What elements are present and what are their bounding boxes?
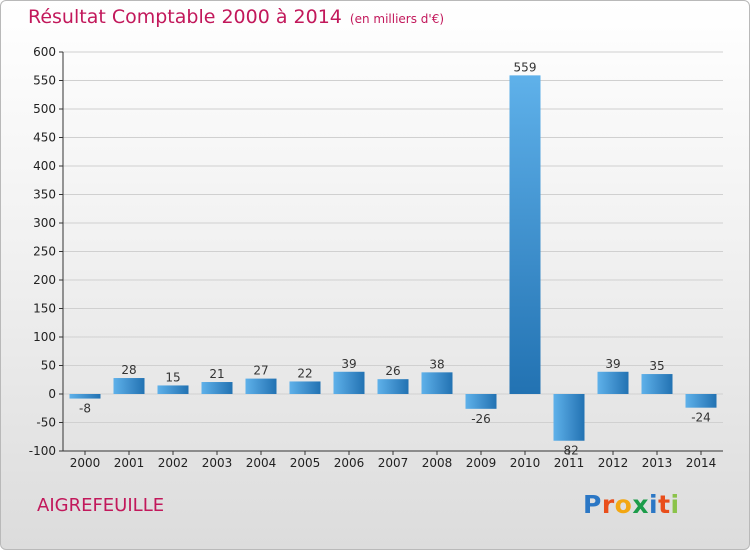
y-tick-label: 500 [33, 102, 56, 116]
chart-title: Résultat Comptable 2000 à 2014 [28, 6, 342, 28]
logo-letter: o [614, 490, 633, 519]
logo-letter: P [583, 490, 602, 519]
bar [597, 371, 629, 394]
y-tick-label: 0 [48, 387, 56, 401]
x-tick-label: 2007 [378, 456, 409, 470]
x-tick-label: 2011 [554, 456, 585, 470]
logo-letter: x [632, 490, 649, 519]
bar [421, 372, 453, 394]
proxiti-logo[interactable]: Proxiti [583, 490, 680, 519]
chart-unit-note: (en milliers d'€) [349, 12, 445, 26]
grid-lines [63, 51, 723, 452]
logo-letter: i [649, 490, 659, 519]
bar [509, 75, 541, 395]
x-tick-label: 2001 [114, 456, 145, 470]
y-tick-label: 400 [33, 159, 56, 173]
y-tick-label: -50 [36, 416, 56, 430]
data-label: 39 [341, 357, 356, 371]
bar [641, 374, 673, 394]
data-label: 559 [514, 60, 537, 74]
y-tick-label: 200 [33, 273, 56, 287]
data-label: -26 [471, 412, 491, 426]
y-tick-label: 600 [33, 45, 56, 59]
y-tick-label: 550 [33, 74, 56, 88]
logo-letter: i [670, 490, 680, 519]
y-tick-label: 350 [33, 188, 56, 202]
bar [289, 381, 321, 394]
data-label: -24 [691, 411, 711, 425]
logo-letter: t [658, 490, 671, 519]
data-label: -8 [79, 402, 91, 416]
x-tick-label: 2008 [422, 456, 453, 470]
bar [333, 371, 365, 394]
data-label: 27 [253, 364, 268, 378]
y-tick-label: 50 [41, 359, 56, 373]
bars [69, 75, 717, 441]
data-label: -82 [559, 444, 579, 458]
y-tick-label: -100 [29, 444, 56, 458]
x-tick-label: 2009 [466, 456, 497, 470]
data-label: 26 [385, 364, 400, 378]
y-tick-label: 450 [33, 131, 56, 145]
y-tick-label: 100 [33, 330, 56, 344]
bar [377, 379, 409, 394]
bar [465, 394, 497, 409]
data-label: 15 [165, 370, 180, 384]
x-tick-label: 2013 [642, 456, 673, 470]
x-tick-label: 2005 [290, 456, 321, 470]
data-label: 39 [605, 357, 620, 371]
logo-letter: r [601, 490, 615, 519]
data-label: 35 [649, 359, 664, 373]
bar [113, 378, 145, 394]
chart-title-block: Résultat Comptable 2000 à 2014 (en millie… [28, 6, 444, 28]
y-tick-label: 150 [33, 302, 56, 316]
data-label: 28 [121, 363, 136, 377]
bar [157, 385, 189, 394]
y-tick-label: 250 [33, 245, 56, 259]
data-label: 21 [209, 367, 224, 381]
x-tick-label: 2006 [334, 456, 365, 470]
x-tick-label: 2014 [686, 456, 717, 470]
data-label: 22 [297, 366, 312, 380]
x-tick-label: 2003 [202, 456, 233, 470]
data-labels: -8 28 15 21 27 22 39 26 38 -26 559 -82 39 35 -24 [79, 60, 711, 457]
bar [553, 394, 585, 441]
bar [245, 378, 277, 394]
x-tick-label: 2004 [246, 456, 277, 470]
x-tick-label: 2002 [158, 456, 189, 470]
bar [201, 382, 233, 394]
bar [69, 394, 101, 399]
y-tick-label: 300 [33, 216, 56, 230]
x-tick-label: 2010 [510, 456, 541, 470]
location-name: AIGREFEUILLE [37, 495, 165, 516]
x-tick-label: 2000 [70, 456, 101, 470]
x-tick-label: 2012 [598, 456, 629, 470]
x-axis-ticks: 2000 2001 2002 2003 2004 2005 2006 2007 2008 2009… [70, 451, 717, 470]
y-axis-ticks: -100 -50 0 50 100 150 200 250 300 350 400 450 500 550… [29, 45, 63, 458]
data-label: 38 [429, 357, 444, 371]
bar [685, 394, 717, 408]
